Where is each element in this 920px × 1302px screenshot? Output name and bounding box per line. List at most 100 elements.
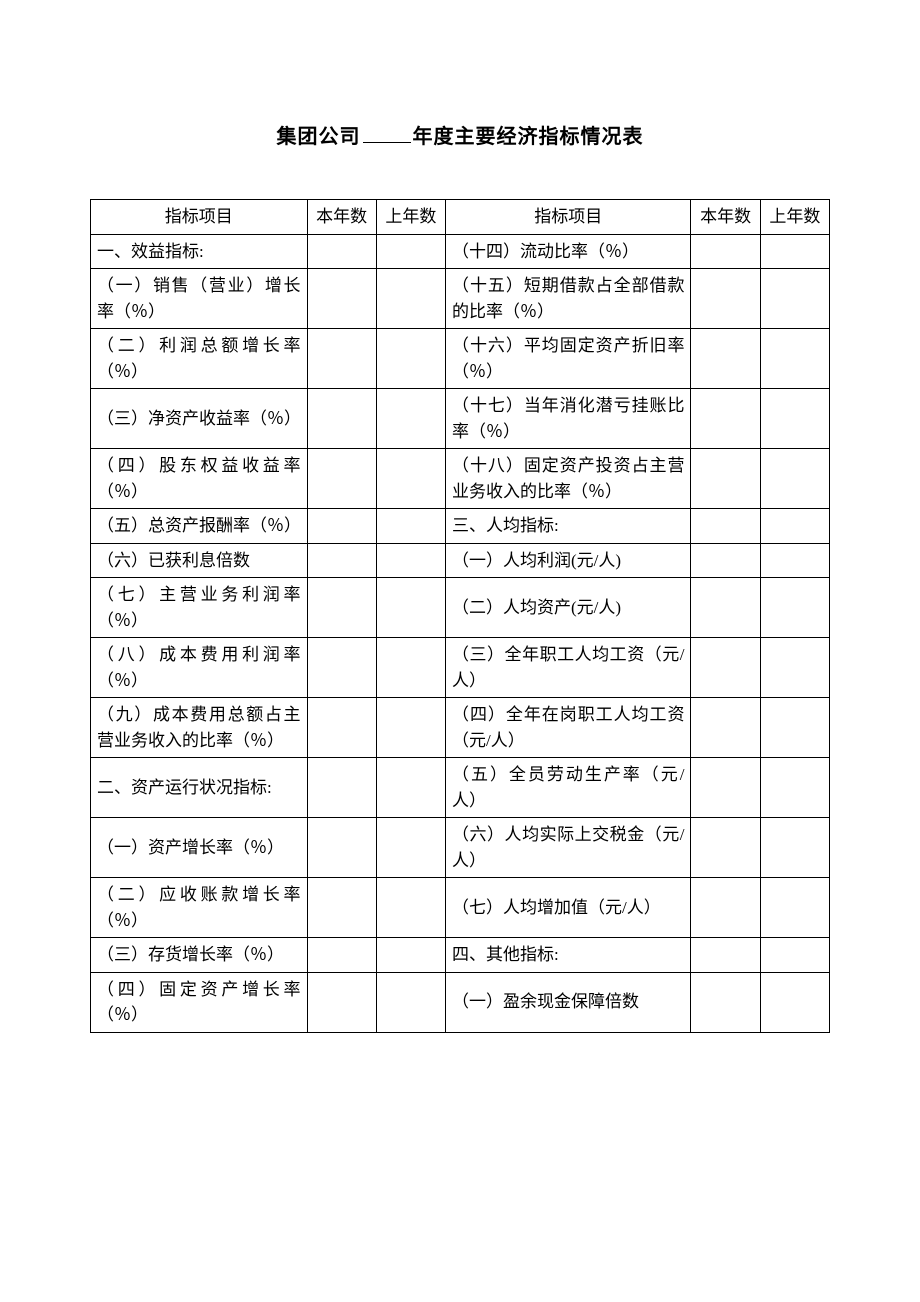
item-cell-right: （十五）短期借款占全部借款的比率（％） [446,269,691,329]
previous-cell-left [376,578,445,638]
item-cell-left: （二）利润总额增长率（％） [91,329,308,389]
previous-cell-left [376,269,445,329]
previous-cell-right [760,269,829,329]
current-cell-left [307,638,376,698]
item-cell-right: （二）人均资产(元/人) [446,578,691,638]
item-cell-left: （五）总资产报酬率（％） [91,509,308,544]
previous-cell-left [376,698,445,758]
previous-cell-right [760,543,829,578]
title-suffix: 年度主要经济指标情况表 [413,126,644,148]
previous-cell-left [376,758,445,818]
current-cell-right [691,972,760,1032]
item-cell-left: 一、效益指标: [91,234,308,269]
item-cell-left: （三）净资产收益率（％） [91,389,308,449]
current-cell-right [691,449,760,509]
item-cell-right: （十七）当年消化潜亏挂账比率（％） [446,389,691,449]
current-cell-left [307,389,376,449]
title-prefix: 集团公司 [277,126,361,148]
item-cell-right: 四、其他指标: [446,938,691,973]
previous-cell-right [760,698,829,758]
current-cell-right [691,509,760,544]
previous-cell-right [760,938,829,973]
previous-cell-right [760,638,829,698]
table-row: （三）存货增长率（％） 四、其他指标: [91,938,830,973]
current-cell-left [307,329,376,389]
current-cell-left [307,543,376,578]
previous-cell-right [760,329,829,389]
current-cell-left [307,509,376,544]
header-current-right: 本年数 [691,200,760,235]
item-cell-right: （三）全年职工人均工资（元/人） [446,638,691,698]
current-cell-left [307,878,376,938]
item-cell-right: （十六）平均固定资产折旧率（％） [446,329,691,389]
previous-cell-left [376,638,445,698]
current-cell-right [691,698,760,758]
current-cell-right [691,269,760,329]
item-cell-left: （一）销售（营业）增长率（％） [91,269,308,329]
table-row: 一、效益指标: （十四）流动比率（％） [91,234,830,269]
table-row: （七）主营业务利润率（％）（二）人均资产(元/人) [91,578,830,638]
item-cell-right: （一）人均利润(元/人) [446,543,691,578]
current-cell-left [307,234,376,269]
header-previous-right: 上年数 [760,200,829,235]
previous-cell-left [376,878,445,938]
table-row: （六）已获利息倍数 （一）人均利润(元/人) [91,543,830,578]
item-cell-right: （十四）流动比率（％） [446,234,691,269]
previous-cell-left [376,234,445,269]
table-row: （五）总资产报酬率（％）三、人均指标: [91,509,830,544]
item-cell-right: （七）人均增加值（元/人） [446,878,691,938]
header-item-left: 指标项目 [91,200,308,235]
current-cell-right [691,638,760,698]
current-cell-left [307,758,376,818]
previous-cell-left [376,509,445,544]
item-cell-left: （八）成本费用利润率（％） [91,638,308,698]
current-cell-left [307,972,376,1032]
previous-cell-right [760,234,829,269]
previous-cell-left [376,972,445,1032]
previous-cell-right [760,818,829,878]
item-cell-left: （六）已获利息倍数 [91,543,308,578]
item-cell-right: （四）全年在岗职工人均工资（元/人） [446,698,691,758]
item-cell-left: （一）资产增长率（％） [91,818,308,878]
table-body: 一、效益指标: （十四）流动比率（％） （一）销售（营业）增长率（％） （十五）短期借… [91,234,830,1032]
header-current-left: 本年数 [307,200,376,235]
item-cell-right: （十八）固定资产投资占主营业务收入的比率（％） [446,449,691,509]
table-row: （一）资产增长率（％）（六）人均实际上交税金（元/人） [91,818,830,878]
previous-cell-right [760,972,829,1032]
item-cell-right: （一）盈余现金保障倍数 [446,972,691,1032]
current-cell-right [691,329,760,389]
title-year-blank [363,142,411,143]
current-cell-right [691,234,760,269]
current-cell-left [307,269,376,329]
table-header-row: 指标项目 本年数 上年数 指标项目 本年数 上年数 [91,200,830,235]
current-cell-right [691,878,760,938]
table-row: 二、资产运行状况指标:（五）全员劳动生产率（元/人） [91,758,830,818]
current-cell-left [307,818,376,878]
table-row: （二）利润总额增长率（％） （十六）平均固定资产折旧率（％） [91,329,830,389]
indicators-table: 指标项目 本年数 上年数 指标项目 本年数 上年数 一、效益指标: （十四）流动比… [90,199,830,1033]
previous-cell-left [376,329,445,389]
current-cell-right [691,758,760,818]
current-cell-right [691,938,760,973]
current-cell-right [691,818,760,878]
item-cell-left: （四）股东权益收益率（％） [91,449,308,509]
item-cell-left: （三）存货增长率（％） [91,938,308,973]
current-cell-left [307,449,376,509]
current-cell-right [691,389,760,449]
previous-cell-right [760,758,829,818]
previous-cell-right [760,389,829,449]
previous-cell-right [760,509,829,544]
previous-cell-left [376,543,445,578]
table-row: （二）应收账款增长率（％）（七）人均增加值（元/人） [91,878,830,938]
previous-cell-left [376,389,445,449]
table-row: （一）销售（营业）增长率（％） （十五）短期借款占全部借款的比率（％） [91,269,830,329]
previous-cell-right [760,878,829,938]
previous-cell-left [376,818,445,878]
table-row: （八）成本费用利润率（％） （三）全年职工人均工资（元/人） [91,638,830,698]
previous-cell-right [760,449,829,509]
table-row: （四）股东权益收益率（％） （十八）固定资产投资占主营业务收入的比率（％） [91,449,830,509]
document-title: 集团公司 年度主要经济指标情况表 [90,120,830,149]
current-cell-right [691,578,760,638]
table-row: （四）固定资产增长率（％）（一）盈余现金保障倍数 [91,972,830,1032]
current-cell-left [307,578,376,638]
